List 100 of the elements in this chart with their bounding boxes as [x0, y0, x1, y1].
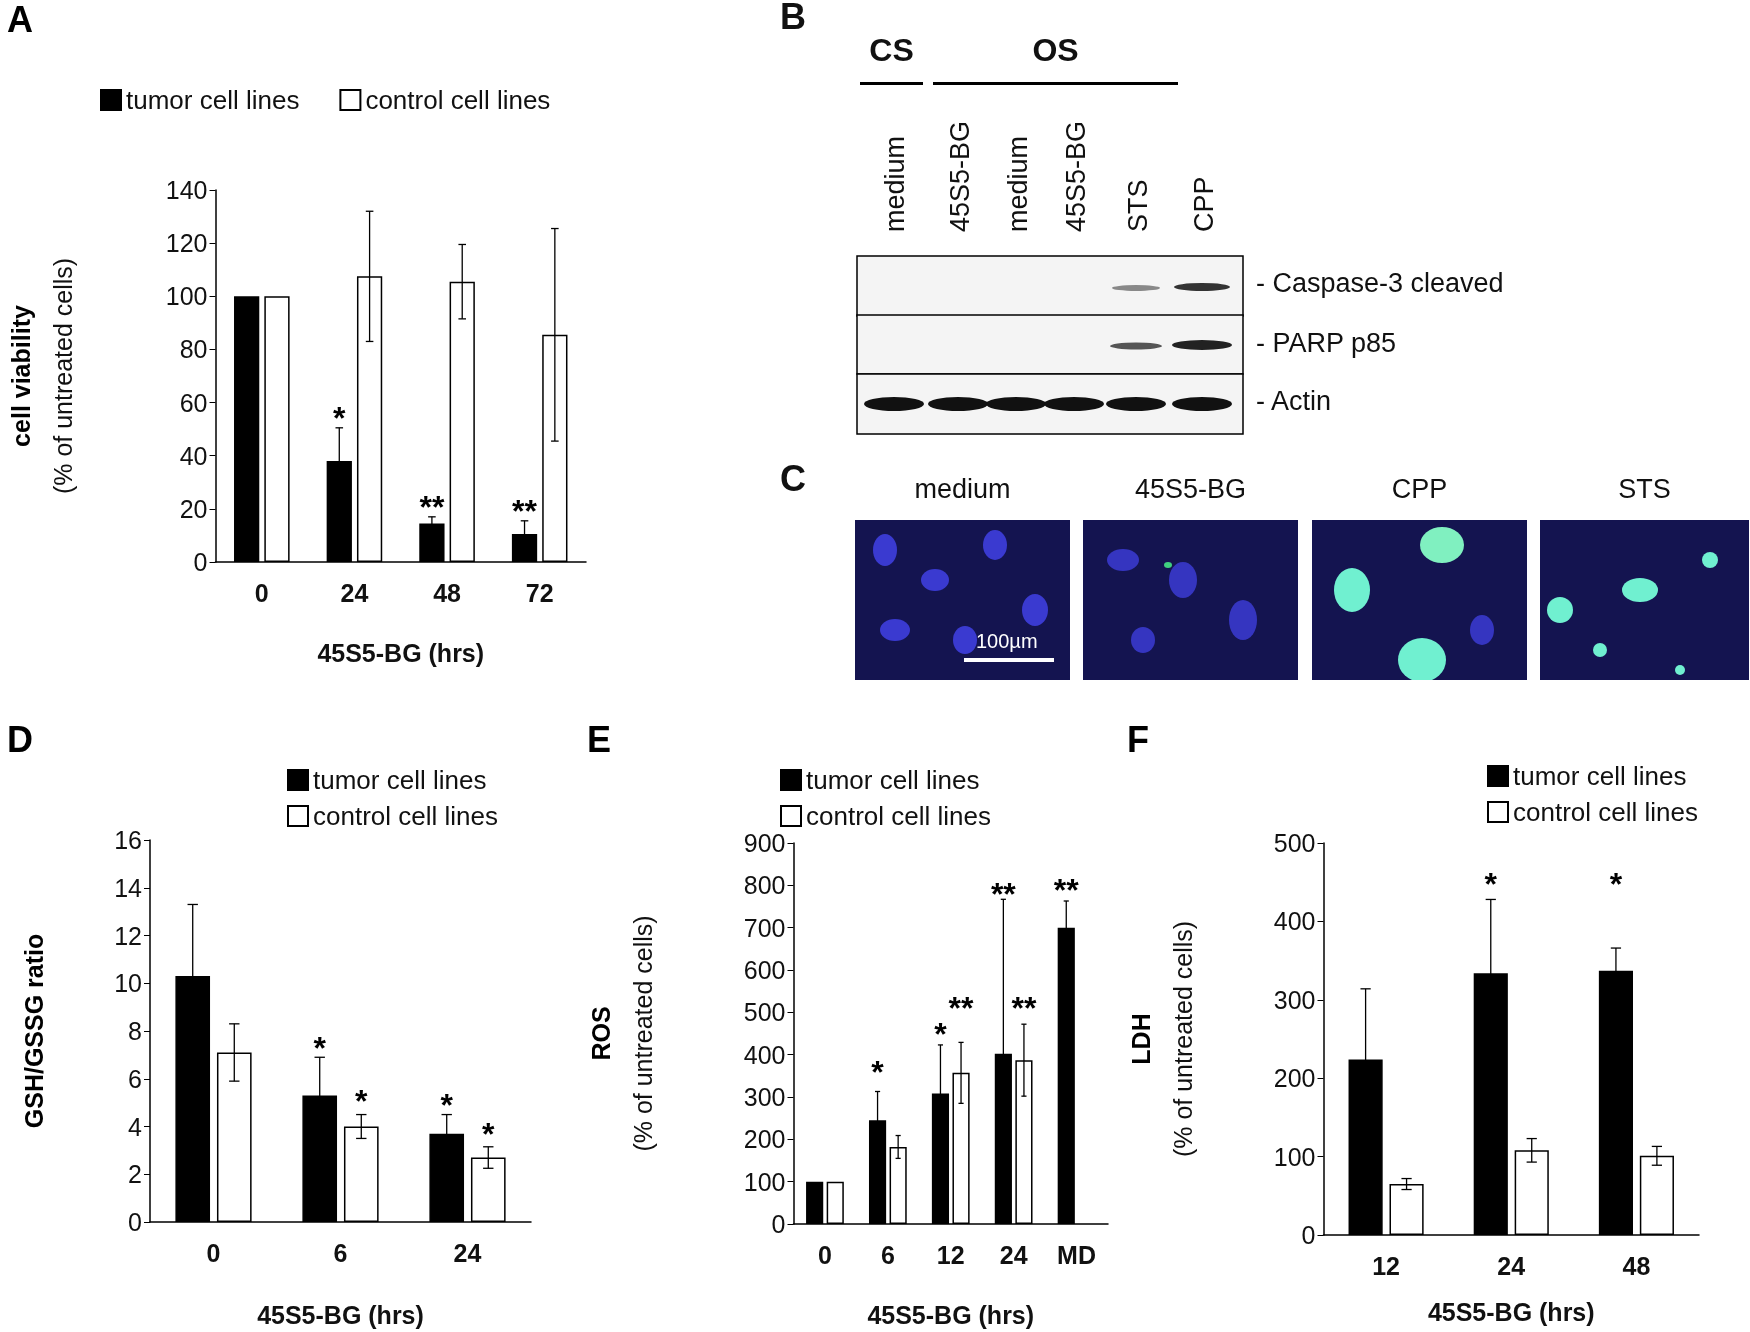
- y-tick-label: 200: [1273, 1064, 1316, 1093]
- chart-title: A: [7, 0, 33, 40]
- annotation: *: [482, 1116, 496, 1153]
- annotation: *: [1484, 866, 1498, 903]
- y-tick-label: 60: [179, 388, 208, 417]
- y-tick-label: 140: [165, 176, 208, 204]
- y-tick-label: 300: [743, 1083, 786, 1111]
- y-tick-label: 400: [1273, 907, 1316, 936]
- annotation: **: [990, 875, 1017, 912]
- x-tick-label: 6: [333, 1238, 348, 1267]
- x-tick-label: 24: [340, 578, 369, 607]
- x-tick-label: 12: [1372, 1251, 1400, 1280]
- text: STS: [1123, 178, 1154, 232]
- y-tick-label: 500: [743, 998, 786, 1027]
- y-axis-title: GSH/GSSG ratio: [20, 933, 48, 1129]
- x-tick-label: 0: [818, 1240, 832, 1269]
- legend-label: tumor cell lines: [313, 765, 487, 795]
- text: - PARP p85: [1256, 328, 1397, 359]
- y-axis-title: LDH (% of untreated cells): [1126, 920, 1197, 1158]
- y-tick-label: 4: [128, 1112, 143, 1141]
- annotation: **: [1011, 990, 1037, 1027]
- x-tick-label: 48: [433, 578, 462, 607]
- y-tick-label: 100: [1273, 1142, 1316, 1171]
- y-tick-label: 8: [128, 1017, 142, 1045]
- x-axis-title: 45S5-BG (hrs): [317, 638, 485, 667]
- x-tick-label: 24: [999, 1240, 1028, 1269]
- text: medium: [1003, 134, 1034, 232]
- x-tick-label: 12: [936, 1240, 965, 1269]
- text: - Caspase-3 cleaved: [1256, 268, 1504, 299]
- annotation: **: [1053, 871, 1080, 908]
- y-tick-label: 16: [114, 826, 142, 854]
- x-tick-label: 24: [1497, 1251, 1526, 1280]
- legend-label: control cell lines: [1513, 797, 1698, 827]
- text: CS: [868, 32, 915, 69]
- annotation: *: [313, 1030, 327, 1067]
- y-tick-label: 12: [114, 921, 142, 950]
- y-tick-label: 0: [1301, 1221, 1316, 1249]
- chart-title: F: [1127, 718, 1149, 760]
- annotation: *: [333, 399, 347, 436]
- y-tick-label: 100: [165, 282, 208, 311]
- annotation: *: [355, 1082, 369, 1119]
- y-axis-title: cell viability (% of untreated cells): [6, 257, 77, 495]
- legend-label: tumor cell lines: [806, 765, 980, 795]
- x-axis-title: 45S5-BG (hrs): [867, 1300, 1035, 1329]
- annotation: **: [512, 492, 538, 529]
- y-tick-label: 20: [179, 494, 208, 523]
- text: - Actin: [1256, 386, 1332, 417]
- y-tick-label: 700: [743, 913, 786, 942]
- legend-label: tumor cell lines: [1513, 761, 1687, 791]
- y-axis-title: ROS (% of untreated cells): [586, 915, 657, 1152]
- text: medium: [880, 134, 911, 232]
- x-tick-label: 0: [254, 578, 269, 607]
- chart-title: E: [587, 718, 612, 760]
- y-tick-label: 0: [771, 1210, 786, 1238]
- annotation: **: [419, 488, 445, 525]
- legend-label: tumor cell lines: [126, 85, 300, 115]
- x-axis-title: 45S5-BG (hrs): [1427, 1297, 1595, 1326]
- y-tick-label: 120: [165, 229, 208, 258]
- x-tick-label: 6: [880, 1240, 895, 1269]
- x-tick-label: MD: [1057, 1240, 1096, 1269]
- y-tick-label: 40: [179, 441, 208, 470]
- annotation: *: [934, 1015, 948, 1052]
- legend-label: control cell lines: [365, 85, 551, 115]
- y-tick-label: 2: [128, 1160, 142, 1189]
- x-tick-label: 48: [1622, 1251, 1651, 1280]
- text: CPP: [1390, 474, 1449, 505]
- legend-label: control cell lines: [806, 801, 991, 831]
- x-tick-label: 72: [525, 578, 554, 607]
- y-tick-label: 600: [743, 956, 786, 984]
- y-tick-label: 800: [743, 871, 786, 900]
- y-tick-label: 400: [743, 1040, 786, 1069]
- text: 45S5-BG: [945, 119, 976, 232]
- text: 100µm: [976, 630, 1038, 653]
- text: medium: [913, 474, 1012, 505]
- y-tick-label: 0: [128, 1208, 142, 1236]
- annotation: *: [440, 1087, 454, 1124]
- y-tick-label: 14: [114, 873, 143, 902]
- chart-title: D: [7, 718, 33, 760]
- text: 45S5-BG: [1061, 119, 1092, 232]
- annotation: **: [948, 990, 975, 1027]
- annotation: *: [871, 1053, 885, 1090]
- text: OS: [1031, 32, 1080, 69]
- y-tick-label: 300: [1273, 985, 1316, 1014]
- text: C: [780, 458, 806, 500]
- y-tick-label: 200: [743, 1125, 786, 1154]
- y-tick-label: 900: [743, 829, 786, 857]
- legend-label: control cell lines: [313, 801, 498, 831]
- x-tick-label: 24: [453, 1238, 482, 1267]
- y-tick-label: 100: [743, 1167, 786, 1196]
- annotation: *: [1609, 866, 1623, 903]
- y-tick-label: 6: [128, 1064, 142, 1093]
- y-tick-label: 10: [114, 969, 142, 998]
- x-axis-title: 45S5-BG (hrs): [257, 1300, 424, 1329]
- y-tick-label: 500: [1273, 829, 1316, 857]
- text: 45S5-BG: [1133, 474, 1248, 505]
- y-tick-label: 80: [179, 335, 208, 364]
- text: CPP: [1189, 175, 1220, 232]
- y-tick-label: 0: [193, 548, 208, 576]
- text: STS: [1617, 474, 1672, 505]
- text: B: [780, 0, 806, 38]
